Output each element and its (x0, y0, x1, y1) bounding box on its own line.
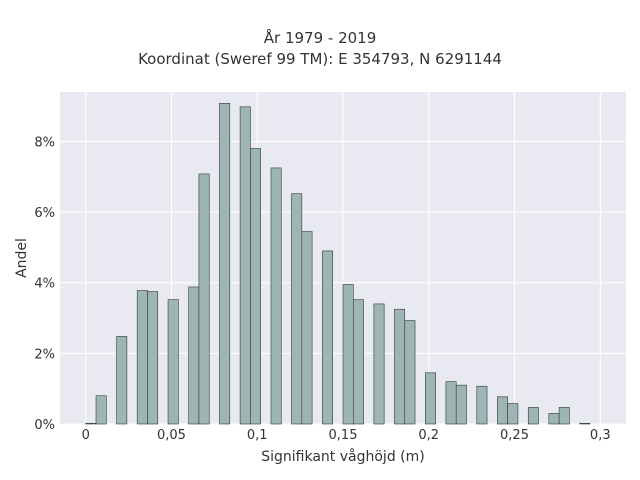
histogram-bar (301, 231, 313, 425)
histogram-bar (322, 250, 334, 425)
histogram-bar (219, 103, 231, 425)
x-tick-label: 0 (82, 428, 90, 443)
x-tick-labels: 0 0,05 0,1 0,15 0,2 0,25 0,3 (82, 428, 611, 443)
x-tick-label: 0,05 (157, 428, 186, 443)
histogram-bar (239, 106, 251, 425)
y-axis-label: Andel (14, 238, 30, 278)
histogram-bar (136, 290, 148, 425)
histogram-bar (548, 413, 560, 425)
histogram-bar (198, 173, 210, 425)
histogram-bar (352, 299, 364, 425)
histogram-bar (527, 407, 539, 425)
y-tick-label: 0% (34, 418, 55, 433)
histogram-bar (507, 403, 519, 425)
histogram-bar (116, 336, 128, 425)
y-tick-label: 4% (34, 277, 55, 292)
histogram-bar (558, 407, 570, 425)
histogram-bar (147, 291, 159, 425)
x-axis-label: Signifikant våghöjd (m) (261, 448, 424, 465)
histogram-bar (445, 381, 457, 425)
histogram-bar (167, 299, 179, 425)
histogram-bar (455, 384, 467, 425)
histogram-bar (373, 303, 385, 425)
x-tick-label: 0,1 (247, 428, 268, 443)
y-tick-label: 6% (34, 206, 55, 221)
x-tick-label: 0,2 (418, 428, 439, 443)
histogram-bar (188, 286, 200, 425)
histogram-bar (291, 193, 303, 425)
histogram-bar (579, 422, 591, 425)
histogram-bar (270, 167, 282, 425)
histogram-bar (425, 372, 436, 425)
histogram-bar (404, 320, 416, 425)
y-tick-label: 8% (34, 135, 55, 150)
bars-group (85, 103, 591, 425)
histogram-bar (394, 308, 406, 425)
histogram-bar (250, 148, 261, 425)
chart-title: År 1979 - 2019 (263, 29, 377, 47)
x-tick-label: 0,25 (500, 428, 529, 443)
y-tick-label: 2% (34, 347, 55, 362)
y-tick-labels: 0% 2% 4% 6% 8% (34, 135, 55, 433)
histogram-bar (497, 396, 508, 425)
chart-subtitle: Koordinat (Sweref 99 TM): E 354793, N 62… (138, 50, 502, 68)
histogram-bar (342, 284, 354, 425)
histogram-bar (476, 385, 488, 425)
x-tick-label: 0,15 (329, 428, 358, 443)
histogram-bar (85, 422, 97, 425)
x-tick-label: 0,3 (590, 428, 611, 443)
histogram-bar (95, 395, 107, 425)
